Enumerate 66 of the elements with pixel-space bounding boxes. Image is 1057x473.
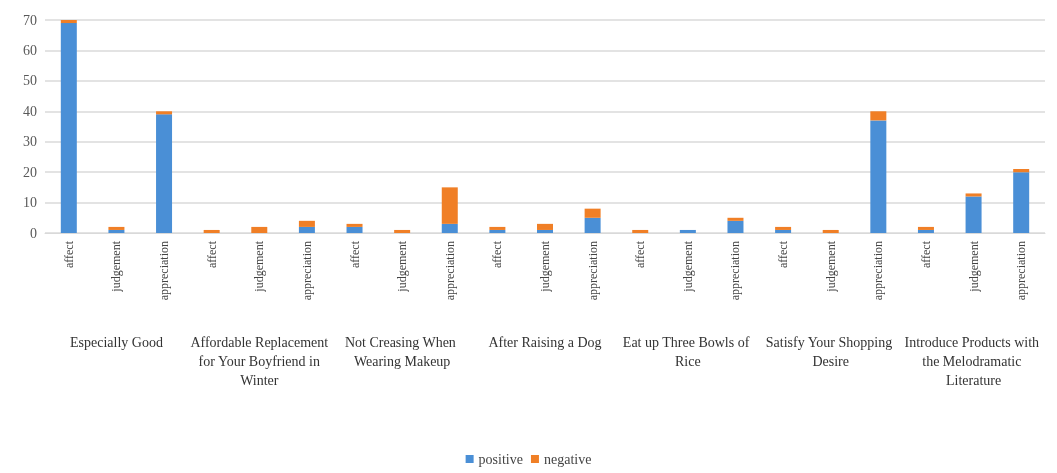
x-tick-label: affect <box>776 240 791 269</box>
bar <box>60 23 77 233</box>
bar <box>251 226 268 233</box>
bar <box>1013 169 1030 173</box>
y-tick-label: 10 <box>23 195 37 211</box>
bar <box>632 229 649 233</box>
x-tick-label: judgement <box>252 240 267 293</box>
x-tick-label: appreciation <box>157 241 172 301</box>
bar <box>679 229 696 233</box>
bar <box>870 120 887 233</box>
x-tick-label: affect <box>918 240 933 269</box>
text: Introduce Products with the Melodramatic Literature <box>904 335 1043 388</box>
bar <box>727 217 744 221</box>
bar <box>822 229 839 233</box>
x-tick-label: appreciation <box>871 241 886 301</box>
bar <box>156 114 173 233</box>
legend-label: positive <box>478 451 523 467</box>
bar <box>441 187 458 224</box>
x-tick-label: judgement <box>109 240 124 293</box>
bar <box>870 111 887 121</box>
x-tick-label: judgement <box>823 240 838 293</box>
y-tick-label: 60 <box>23 42 37 58</box>
text: After Raising a Dog <box>488 335 602 350</box>
bar <box>203 229 220 233</box>
x-tick-label: appreciation <box>1014 241 1029 301</box>
text: Especially Good <box>69 335 163 350</box>
text: Affordable Replacement for Your Boyfriend in Winter <box>190 335 329 388</box>
x-tick-label: appreciation <box>728 241 743 301</box>
y-tick-label: 0 <box>30 225 37 241</box>
bar <box>60 20 77 24</box>
bar <box>537 223 553 230</box>
bar <box>537 229 553 233</box>
bar <box>156 111 173 115</box>
bar <box>394 229 411 233</box>
y-tick-label: 40 <box>23 103 37 119</box>
y-tick-label: 50 <box>23 73 37 89</box>
bar <box>965 193 982 197</box>
x-tick-label: judgement <box>395 240 410 293</box>
x-tick-label: judgement <box>538 240 552 293</box>
x-tick-label: judgement <box>966 240 981 293</box>
x-tick-label: affect <box>633 240 648 269</box>
x-tick-label: affect <box>347 240 362 269</box>
bar <box>346 223 363 227</box>
bar <box>584 208 601 218</box>
x-tick-label: affect <box>490 240 505 269</box>
bar <box>346 226 363 233</box>
x-tick-label: affect <box>61 240 76 269</box>
x-tick-label: appreciation <box>442 241 457 301</box>
text: Eat up Three Bowls of Rice <box>622 335 753 369</box>
bar <box>298 226 315 233</box>
x-tick-label: appreciation <box>299 241 314 301</box>
bar <box>584 217 601 233</box>
x-tick-label: affect <box>204 240 219 269</box>
bar <box>441 223 458 233</box>
x-tick-label: judgement <box>680 240 695 293</box>
x-tick-label: appreciation <box>585 241 600 301</box>
y-tick-label: 20 <box>23 164 37 180</box>
y-tick-label: 70 <box>23 12 37 28</box>
bar <box>1013 172 1030 233</box>
text: Satisfy Your Shopping Desire <box>765 335 896 369</box>
bar <box>298 220 315 227</box>
legend-label: negative <box>543 451 592 467</box>
text: Not Creasing When Wearing Makeup <box>344 335 460 369</box>
bar <box>965 196 982 233</box>
y-tick-label: 30 <box>23 134 37 150</box>
bar <box>727 220 744 233</box>
